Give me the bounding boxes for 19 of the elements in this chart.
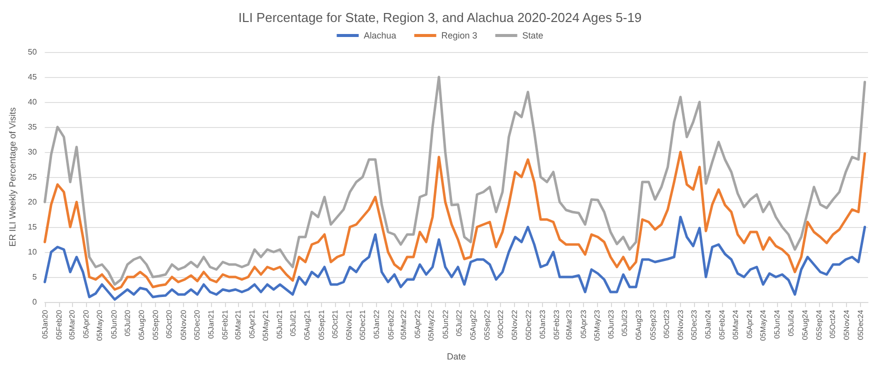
y-axis-title: ER ILI Weekly Percentage of Visits bbox=[8, 106, 18, 247]
y-tick-label: 30 bbox=[28, 148, 38, 156]
legend-label: Region 3 bbox=[441, 30, 478, 40]
x-axis-title: Date bbox=[446, 352, 466, 362]
y-tick-label: 45 bbox=[28, 72, 38, 82]
legend-label: State bbox=[522, 30, 544, 40]
chart-title: ILI Percentage for State, Region 3, and Alachua 2020-2024 Ages 5-19 bbox=[238, 10, 642, 25]
y-tick-label: 35 bbox=[28, 122, 38, 132]
legend-label: Alachua bbox=[364, 30, 396, 40]
y-tick-label: 40 bbox=[28, 98, 38, 106]
y-tick-label: 50 bbox=[28, 48, 38, 56]
line-series bbox=[44, 150, 866, 291]
y-tick-label: 25 bbox=[28, 172, 38, 182]
y-tick-label: 15 bbox=[28, 222, 38, 232]
y-tick-label: 5 bbox=[32, 272, 38, 282]
line-series bbox=[44, 76, 866, 286]
y-tick-label: 10 bbox=[28, 248, 38, 256]
y-tick-label: 0 bbox=[32, 298, 38, 306]
y-tick-label: 20 bbox=[28, 198, 38, 206]
